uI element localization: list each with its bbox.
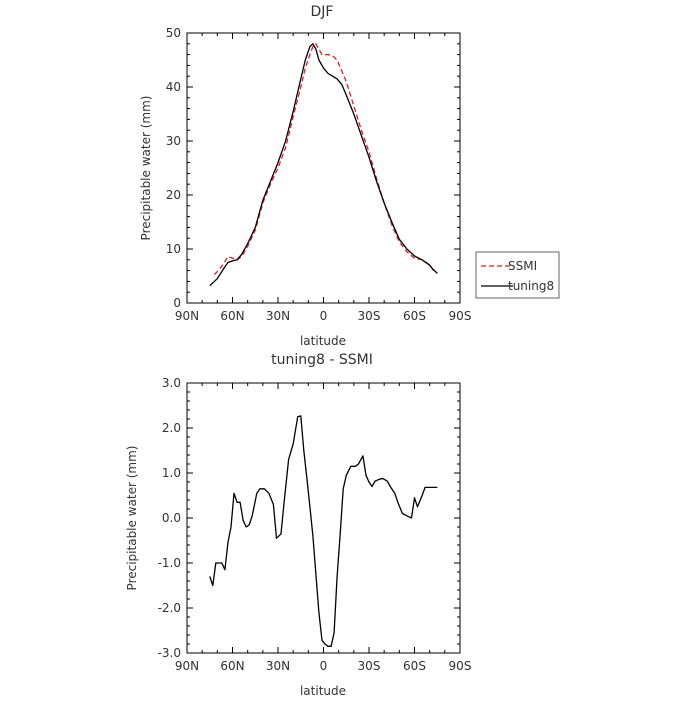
top-y-tick-label: 30 bbox=[166, 134, 181, 148]
bottom-chart-title: tuning8 - SSMI bbox=[271, 352, 373, 368]
legend-label-ssmi: SSMI bbox=[508, 259, 537, 273]
top-y-tick-label: 40 bbox=[166, 80, 181, 94]
bottom-x-axis-label: latitude bbox=[300, 684, 346, 698]
top-x-axis-label: latitude bbox=[300, 334, 346, 348]
top-y-tick-label: 50 bbox=[166, 26, 181, 40]
legend-label-tuning8: tuning8 bbox=[508, 279, 554, 293]
bottom-y-tick-label: 2.0 bbox=[162, 421, 181, 435]
bottom-y-tick-label: -2.0 bbox=[158, 601, 181, 615]
top-x-tick-label: 60N bbox=[220, 309, 244, 323]
top-x-tick-label: 30S bbox=[358, 309, 381, 323]
top-y-tick-label: 20 bbox=[166, 188, 181, 202]
top-x-tick-label: 60S bbox=[403, 309, 426, 323]
top-x-tick-label: 30N bbox=[266, 309, 290, 323]
bottom-y-tick-label: -1.0 bbox=[158, 556, 181, 570]
top-legend: SSMI tuning8 bbox=[475, 251, 560, 299]
bottom-y-tick-label: 0.0 bbox=[162, 511, 181, 525]
top-x-tick-label: 0 bbox=[320, 309, 328, 323]
top-y-tick-label: 10 bbox=[166, 242, 181, 256]
bottom-y-tick-label: -3.0 bbox=[158, 646, 181, 660]
bottom-y-tick-label: 1.0 bbox=[162, 466, 181, 480]
top-series-line-tuning8 bbox=[209, 43, 438, 287]
bottom-series-line-difference bbox=[209, 415, 438, 647]
bottom-y-axis-label: Precipitable water (mm) bbox=[125, 446, 139, 591]
top-panel: DJF 90N 60N 30N 0 30S 60S 90S 0 10 20 30 40 50 latit… bbox=[139, 4, 560, 348]
top-x-tick-label: 90N bbox=[175, 309, 199, 323]
bottom-x-tick-label: 60N bbox=[220, 659, 244, 673]
top-series-line-ssmi bbox=[213, 43, 438, 275]
bottom-x-tick-label: 90N bbox=[175, 659, 199, 673]
top-x-tick-label: 90S bbox=[449, 309, 472, 323]
legend-box bbox=[475, 251, 560, 299]
bottom-x-tick-label: 60S bbox=[403, 659, 426, 673]
top-y-axis-label: Precipitable water (mm) bbox=[139, 96, 153, 241]
top-y-tick-label: 0 bbox=[173, 296, 181, 310]
bottom-x-tick-label: 90S bbox=[449, 659, 472, 673]
top-chart-title: DJF bbox=[311, 4, 334, 20]
bottom-plot-frame bbox=[186, 382, 461, 654]
bottom-x-tick-label: 30S bbox=[358, 659, 381, 673]
bottom-panel: tuning8 - SSMI 90N 60N 30N 0 30S 60S 90S -3.0 -2… bbox=[125, 352, 471, 698]
bottom-y-tick-label: 3.0 bbox=[162, 376, 181, 390]
bottom-x-tick-label: 30N bbox=[266, 659, 290, 673]
bottom-x-tick-label: 0 bbox=[320, 659, 328, 673]
